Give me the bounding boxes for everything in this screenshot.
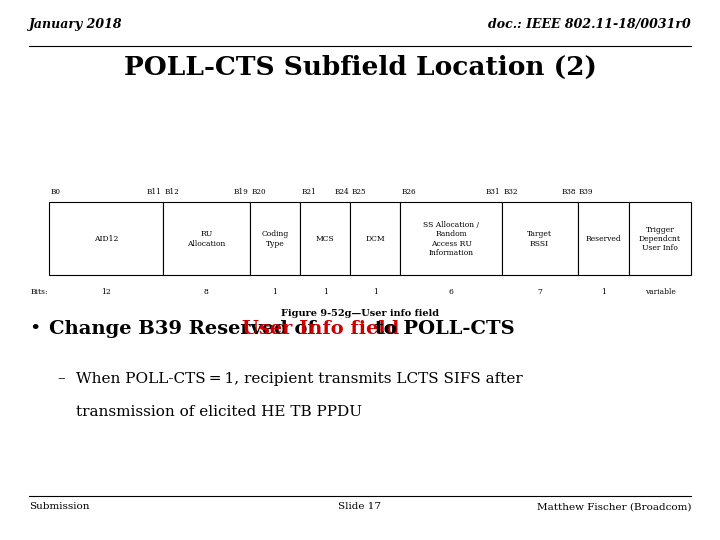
Text: variable: variable	[644, 288, 675, 295]
Bar	[163, 202, 250, 275]
Bar	[629, 202, 691, 275]
Text: B39: B39	[579, 188, 593, 196]
Text: –: –	[58, 372, 66, 386]
Text: transmission of elicited HE TB PPDU: transmission of elicited HE TB PPDU	[76, 405, 361, 419]
Text: B12: B12	[164, 188, 179, 196]
Text: doc.: IEEE 802.11-18/0031r0: doc.: IEEE 802.11-18/0031r0	[488, 18, 691, 31]
Bar	[577, 202, 629, 275]
Text: Submission: Submission	[29, 502, 89, 511]
Text: Coding
Type: Coding Type	[261, 231, 289, 247]
Text: B21: B21	[302, 188, 316, 196]
Text: 1: 1	[373, 288, 378, 295]
Bar	[250, 202, 300, 275]
Text: Reserved: Reserved	[585, 235, 621, 243]
Bar	[400, 202, 502, 275]
Bar	[502, 202, 577, 275]
Text: POLL-CTS Subfield Location (2): POLL-CTS Subfield Location (2)	[124, 55, 596, 80]
Bar	[350, 202, 400, 275]
Text: B19: B19	[234, 188, 248, 196]
Text: B31: B31	[486, 188, 500, 196]
Bar	[49, 202, 163, 275]
Text: Bits:: Bits:	[31, 288, 48, 295]
Text: SS Allocation /
Random
Access RU
Information: SS Allocation / Random Access RU Informa…	[423, 221, 479, 256]
Text: 7: 7	[537, 288, 542, 295]
Text: Change B39 Reserved of: Change B39 Reserved of	[49, 320, 323, 339]
Text: •: •	[29, 320, 40, 339]
Text: MCS: MCS	[316, 235, 335, 243]
Text: DCM: DCM	[366, 235, 385, 243]
Text: Slide 17: Slide 17	[338, 502, 382, 511]
Text: B24: B24	[334, 188, 348, 196]
Text: B32: B32	[503, 188, 518, 196]
Text: User Info field: User Info field	[242, 320, 400, 339]
Text: B26: B26	[402, 188, 416, 196]
Text: 1: 1	[273, 288, 277, 295]
Text: to POLL-CTS: to POLL-CTS	[368, 320, 515, 339]
Text: 1: 1	[323, 288, 328, 295]
Text: Trigger
Dependcnt
User Info: Trigger Dependcnt User Info	[639, 226, 681, 252]
Text: B20: B20	[251, 188, 266, 196]
Text: Target
RSSI: Target RSSI	[527, 231, 552, 247]
Text: AID12: AID12	[94, 235, 118, 243]
Text: When POLL-CTS ═ 1, recipient transmits LCTS SIFS after: When POLL-CTS ═ 1, recipient transmits L…	[76, 372, 522, 386]
Text: January 2018: January 2018	[29, 18, 122, 31]
Text: 8: 8	[204, 288, 209, 295]
Text: Matthew Fischer (Broadcom): Matthew Fischer (Broadcom)	[536, 502, 691, 511]
Text: B25: B25	[351, 188, 366, 196]
Text: 6: 6	[449, 288, 454, 295]
Bar	[300, 202, 350, 275]
Text: B0: B0	[50, 188, 60, 196]
Text: 12: 12	[101, 288, 111, 295]
Text: Figure 9-52g—User info field: Figure 9-52g—User info field	[281, 309, 439, 318]
Text: B38: B38	[562, 188, 576, 196]
Text: 1: 1	[600, 288, 606, 295]
Text: B11: B11	[146, 188, 161, 196]
Text: RU
Allocation: RU Allocation	[187, 231, 225, 247]
